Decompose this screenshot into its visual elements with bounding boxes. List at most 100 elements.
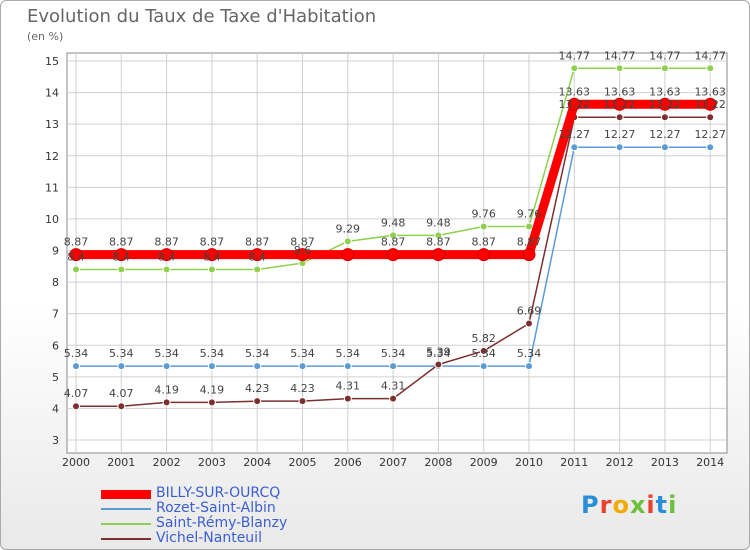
data-label: 4.31 bbox=[381, 380, 406, 393]
y-tick-label: 4 bbox=[52, 402, 59, 415]
data-label: 5.34 bbox=[290, 347, 315, 360]
data-label: 4.19 bbox=[154, 383, 179, 396]
data-label: 9.29 bbox=[336, 222, 361, 235]
x-tick-label: 2014 bbox=[696, 456, 724, 469]
data-point bbox=[431, 248, 445, 262]
data-point bbox=[72, 362, 80, 371]
data-point bbox=[615, 64, 624, 73]
data-label: 9.76 bbox=[517, 207, 542, 220]
y-tick-label: 10 bbox=[45, 213, 59, 226]
data-label: 8.87 bbox=[381, 236, 406, 249]
data-point bbox=[434, 231, 443, 240]
data-label: 8.4 bbox=[203, 250, 221, 263]
data-point bbox=[253, 265, 262, 274]
legend-label: Saint-Rémy-Blanzy bbox=[156, 515, 288, 531]
proxiti-logo: Proxiti bbox=[581, 491, 678, 519]
data-label: 8.87 bbox=[64, 236, 89, 249]
data-label: 4.07 bbox=[64, 387, 89, 400]
data-label: 14.77 bbox=[649, 49, 681, 62]
y-tick-label: 8 bbox=[52, 276, 59, 289]
data-label: 9.76 bbox=[471, 207, 496, 220]
data-point bbox=[341, 248, 355, 262]
data-point bbox=[207, 265, 216, 274]
data-point bbox=[253, 362, 262, 371]
data-label: 5.39 bbox=[426, 346, 451, 359]
data-label: 12.27 bbox=[604, 128, 636, 141]
x-tick-label: 2009 bbox=[470, 456, 498, 469]
x-tick-label: 2001 bbox=[107, 456, 135, 469]
data-label: 8.87 bbox=[426, 236, 451, 249]
y-tick-label: 14 bbox=[45, 87, 59, 100]
data-label: 13.63 bbox=[559, 85, 591, 98]
legend-label: Vichel-Nanteuil bbox=[156, 530, 262, 546]
data-point bbox=[160, 248, 174, 262]
x-tick-label: 2010 bbox=[515, 456, 543, 469]
data-label: 4.23 bbox=[290, 382, 315, 395]
x-tick-label: 2008 bbox=[424, 456, 452, 469]
data-point bbox=[479, 362, 488, 371]
data-point bbox=[479, 222, 488, 231]
data-point bbox=[162, 265, 171, 274]
data-label: 9.48 bbox=[426, 216, 451, 229]
data-label: 13.63 bbox=[604, 85, 636, 98]
data-label: 5.34 bbox=[64, 347, 89, 360]
x-tick-label: 2004 bbox=[243, 456, 271, 469]
data-label: 8.87 bbox=[154, 236, 179, 249]
data-label: 14.77 bbox=[559, 49, 591, 62]
data-label: 13.22 bbox=[649, 98, 681, 111]
data-point bbox=[389, 394, 398, 403]
data-label: 13.22 bbox=[604, 98, 636, 111]
data-label: 5.34 bbox=[109, 347, 134, 360]
y-tick-label: 6 bbox=[52, 339, 59, 352]
data-point bbox=[389, 231, 398, 240]
data-point bbox=[570, 64, 579, 73]
data-point bbox=[389, 362, 398, 371]
y-tick-label: 15 bbox=[45, 55, 59, 68]
data-point bbox=[477, 248, 491, 262]
data-point bbox=[615, 143, 624, 152]
data-label: 5.34 bbox=[471, 347, 496, 360]
data-point bbox=[72, 402, 80, 411]
y-tick-label: 13 bbox=[45, 118, 59, 131]
data-point bbox=[660, 113, 669, 122]
data-point bbox=[570, 143, 579, 152]
data-point bbox=[479, 346, 488, 355]
data-point bbox=[250, 248, 264, 262]
data-point bbox=[706, 113, 715, 122]
data-point bbox=[525, 319, 533, 328]
data-label: 8.87 bbox=[200, 236, 225, 249]
x-tick-label: 2003 bbox=[198, 456, 226, 469]
data-label: 12.27 bbox=[649, 128, 681, 141]
data-label: 12.27 bbox=[694, 128, 726, 141]
data-label: 5.34 bbox=[245, 347, 270, 360]
data-point bbox=[703, 97, 717, 111]
x-tick-label: 2013 bbox=[651, 456, 679, 469]
data-label: 8.87 bbox=[517, 236, 542, 249]
data-point bbox=[706, 64, 715, 73]
data-point bbox=[343, 237, 352, 246]
legend-swatch bbox=[101, 523, 151, 525]
data-label: 14.77 bbox=[604, 49, 636, 62]
data-point bbox=[117, 402, 126, 411]
legend-swatch bbox=[101, 538, 151, 540]
data-label: 5.34 bbox=[517, 347, 542, 360]
x-tick-label: 2012 bbox=[606, 456, 634, 469]
data-point bbox=[298, 362, 307, 371]
data-point bbox=[117, 265, 126, 274]
legend-label: BILLY-SUR-OURCQ bbox=[156, 485, 281, 501]
data-label: 8.4 bbox=[113, 250, 131, 263]
data-point bbox=[117, 362, 126, 371]
data-label: 5.34 bbox=[154, 347, 179, 360]
data-point bbox=[296, 248, 309, 262]
x-tick-label: 2006 bbox=[334, 456, 362, 469]
data-label: 4.07 bbox=[109, 387, 134, 400]
data-label: 8.4 bbox=[248, 250, 266, 263]
y-tick-label: 11 bbox=[45, 181, 59, 194]
unit-label: (en %) bbox=[27, 30, 64, 43]
data-point bbox=[658, 97, 672, 111]
data-label: 9.48 bbox=[381, 216, 406, 229]
data-point bbox=[253, 397, 262, 406]
data-point bbox=[207, 362, 216, 371]
